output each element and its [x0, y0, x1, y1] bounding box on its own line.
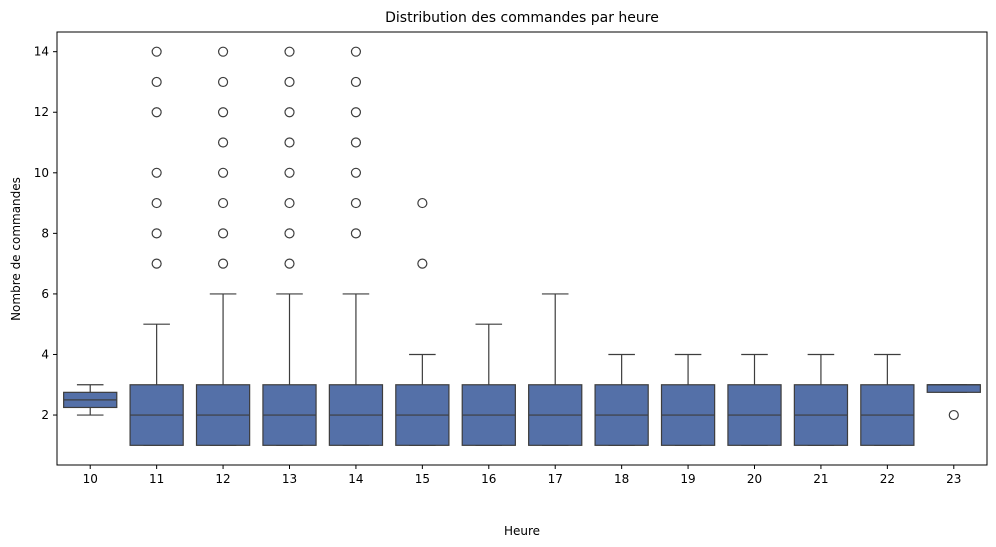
- outlier-point: [217, 197, 229, 209]
- outlier-point: [217, 76, 229, 88]
- outlier-point: [284, 137, 295, 148]
- x-tick-label: 22: [880, 472, 895, 486]
- x-tick-label: 11: [149, 472, 164, 486]
- x-tick-label: 19: [680, 472, 695, 486]
- y-axis-label: Nombre de commandes: [9, 177, 23, 321]
- x-axis-label: Heure: [504, 524, 540, 538]
- y-axis: 2 4 6 8 10 12 14: [34, 32, 58, 465]
- x-tick-label: 20: [747, 472, 762, 486]
- x-tick-label: 13: [282, 472, 297, 486]
- x-tick-label: 10: [83, 472, 98, 486]
- outlier-point: [284, 167, 295, 178]
- x-tick-label: 16: [481, 472, 496, 486]
- outlier-point: [284, 258, 295, 269]
- y-tick-label: 14: [34, 45, 49, 59]
- x-tick-label: 17: [548, 472, 563, 486]
- box-15: [395, 197, 450, 446]
- x-tick-label: 21: [813, 472, 828, 486]
- y-tick-label: 8: [41, 226, 49, 240]
- y-tick-label: 12: [34, 105, 49, 119]
- outlier-point: [217, 167, 229, 178]
- chart-title: Distribution des commandes par heure: [385, 10, 659, 26]
- x-tick-label: 18: [614, 472, 629, 486]
- outlier-point: [217, 137, 229, 148]
- box-19: [660, 353, 716, 446]
- box-10: [63, 384, 118, 416]
- box-21: [793, 353, 849, 446]
- outlier-point: [217, 228, 229, 239]
- outlier-point: [350, 76, 362, 88]
- outlier-point: [151, 76, 162, 88]
- outlier-point: [417, 258, 428, 269]
- box-11: [129, 46, 184, 446]
- outlier-point: [217, 258, 229, 269]
- outlier-point: [151, 228, 162, 239]
- outlier-point: [217, 107, 229, 118]
- x-tick-label: 14: [348, 472, 363, 486]
- plot-area: [63, 46, 981, 446]
- outlier-point: [284, 46, 295, 57]
- outlier-point: [151, 258, 162, 269]
- outlier-point: [350, 167, 362, 178]
- outlier-point: [284, 76, 295, 88]
- outlier-point: [151, 197, 162, 209]
- box-17: [528, 293, 583, 446]
- outlier-point: [151, 107, 162, 118]
- outlier-point: [284, 107, 295, 118]
- box-23: [926, 384, 981, 421]
- outlier-point: [284, 228, 295, 239]
- box-16: [461, 323, 516, 446]
- outlier-point: [350, 107, 362, 118]
- outlier-point: [217, 46, 229, 57]
- outlier-point: [284, 197, 295, 209]
- x-tick-label: 12: [215, 472, 230, 486]
- box-22: [860, 353, 915, 446]
- box-12: [195, 46, 251, 446]
- box-14: [328, 46, 384, 446]
- outlier-point: [151, 46, 162, 57]
- box-13: [262, 46, 317, 446]
- outlier-point: [417, 197, 428, 209]
- outlier-point: [948, 409, 959, 421]
- y-tick-label: 10: [34, 166, 49, 180]
- box-20: [727, 353, 782, 446]
- y-tick-label: 6: [41, 287, 49, 301]
- x-axis: 10 11 12 13 14 15 16 17 18 19 20 21 22 23: [57, 464, 987, 486]
- outlier-point: [350, 137, 362, 148]
- outlier-point: [350, 228, 362, 239]
- outlier-point: [350, 197, 362, 209]
- y-tick-label: 4: [41, 347, 49, 361]
- x-tick-label: 23: [946, 472, 961, 486]
- y-tick-label: 2: [41, 408, 49, 422]
- x-tick-label: 15: [415, 472, 430, 486]
- outlier-point: [151, 167, 162, 178]
- box-iqr: [926, 384, 981, 393]
- outlier-point: [350, 46, 362, 57]
- box-18: [594, 353, 649, 446]
